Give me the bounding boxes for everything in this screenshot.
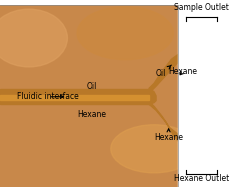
Text: Oil: Oil [156, 65, 171, 78]
Text: Fluidic interface: Fluidic interface [17, 92, 79, 101]
Bar [0, 89, 149, 105]
Bar [178, 5, 224, 187]
Bar [0, 5, 178, 187]
Text: Hexane: Hexane [154, 129, 183, 142]
Text: Sample Outlet: Sample Outlet [174, 3, 229, 12]
Text: Hexane: Hexane [77, 110, 106, 119]
Polygon shape [149, 54, 178, 92]
Ellipse shape [111, 125, 197, 173]
Ellipse shape [0, 9, 67, 67]
Text: Oil: Oil [86, 82, 97, 91]
Bar [0, 95, 149, 100]
Text: Hexane Outlet: Hexane Outlet [174, 174, 229, 184]
Text: Hexane: Hexane [168, 67, 198, 76]
Polygon shape [149, 88, 156, 105]
Ellipse shape [77, 7, 173, 60]
Polygon shape [149, 102, 178, 141]
